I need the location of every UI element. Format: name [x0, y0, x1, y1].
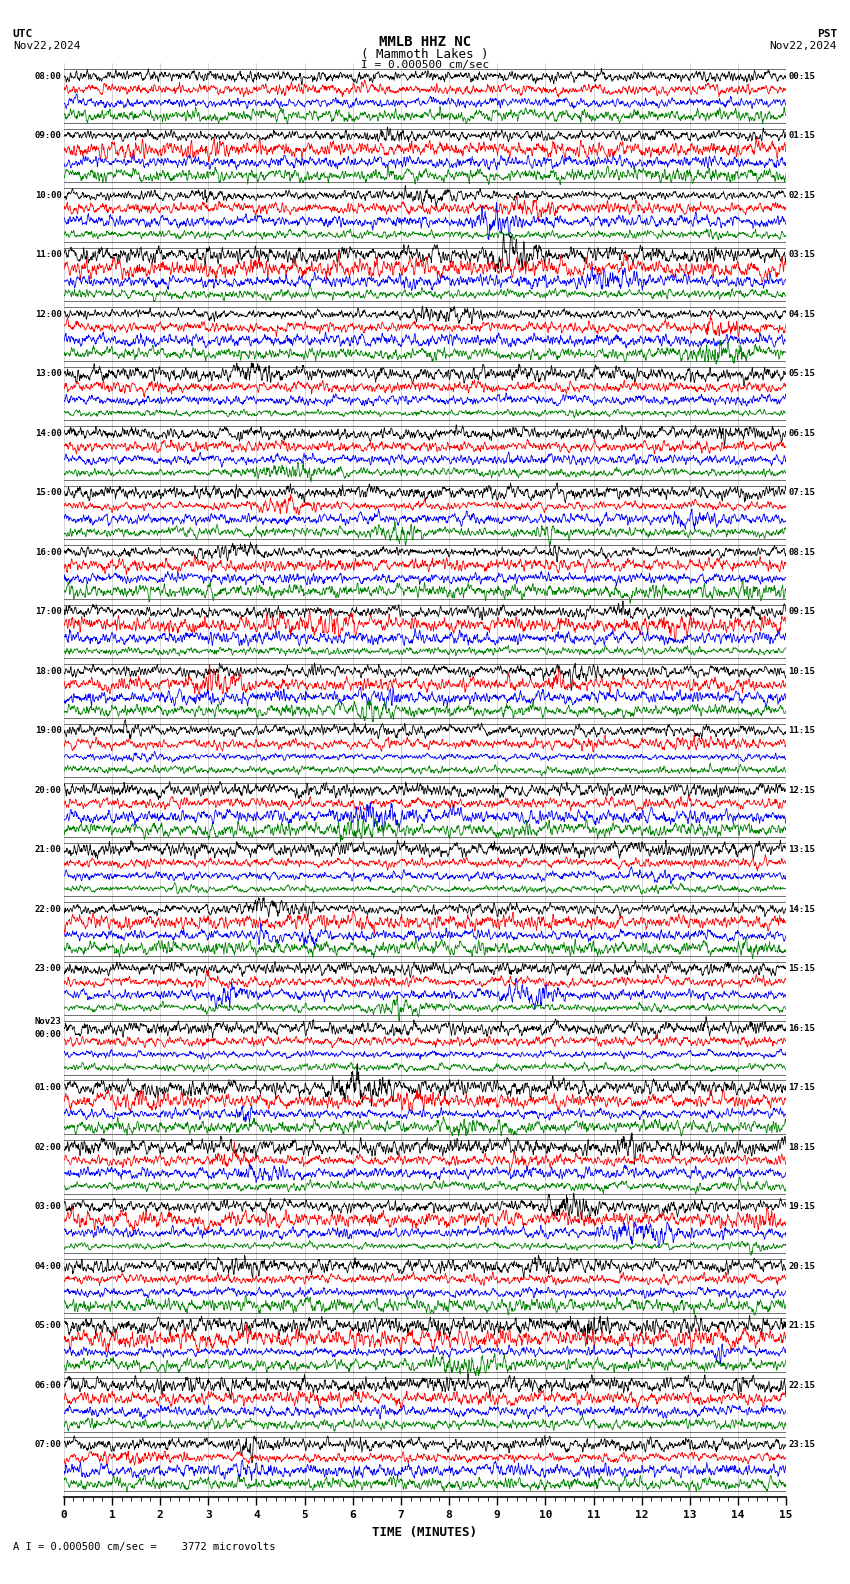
Text: UTC: UTC	[13, 29, 33, 38]
Text: 14:15: 14:15	[789, 904, 815, 914]
Text: 05:00: 05:00	[35, 1321, 61, 1331]
Text: PST: PST	[817, 29, 837, 38]
Text: 23:15: 23:15	[789, 1440, 815, 1449]
Text: 21:15: 21:15	[789, 1321, 815, 1331]
Text: MMLB HHZ NC: MMLB HHZ NC	[379, 35, 471, 49]
Text: 03:15: 03:15	[789, 250, 815, 260]
Text: 00:15: 00:15	[789, 71, 815, 81]
Text: ( Mammoth Lakes ): ( Mammoth Lakes )	[361, 48, 489, 60]
Text: 18:15: 18:15	[789, 1142, 815, 1152]
Text: 00:00: 00:00	[35, 1030, 61, 1039]
Text: 04:15: 04:15	[789, 310, 815, 318]
Text: 21:00: 21:00	[35, 846, 61, 854]
Text: I = 0.000500 cm/sec: I = 0.000500 cm/sec	[361, 60, 489, 70]
Text: 20:15: 20:15	[789, 1261, 815, 1270]
X-axis label: TIME (MINUTES): TIME (MINUTES)	[372, 1525, 478, 1538]
Text: 13:00: 13:00	[35, 369, 61, 379]
Text: 12:15: 12:15	[789, 786, 815, 795]
Text: 10:00: 10:00	[35, 192, 61, 200]
Text: 17:00: 17:00	[35, 607, 61, 616]
Text: 04:00: 04:00	[35, 1261, 61, 1270]
Text: 08:00: 08:00	[35, 71, 61, 81]
Text: 06:00: 06:00	[35, 1381, 61, 1389]
Text: 10:15: 10:15	[789, 667, 815, 676]
Text: 16:15: 16:15	[789, 1023, 815, 1033]
Text: 12:00: 12:00	[35, 310, 61, 318]
Text: Nov22,2024: Nov22,2024	[770, 41, 837, 51]
Text: 17:15: 17:15	[789, 1083, 815, 1093]
Text: 05:15: 05:15	[789, 369, 815, 379]
Text: 03:00: 03:00	[35, 1202, 61, 1212]
Text: A I = 0.000500 cm/sec =    3772 microvolts: A I = 0.000500 cm/sec = 3772 microvolts	[13, 1543, 275, 1552]
Text: 22:00: 22:00	[35, 904, 61, 914]
Text: 09:00: 09:00	[35, 131, 61, 141]
Text: 06:15: 06:15	[789, 429, 815, 437]
Text: 19:15: 19:15	[789, 1202, 815, 1212]
Text: 18:00: 18:00	[35, 667, 61, 676]
Text: 20:00: 20:00	[35, 786, 61, 795]
Text: Nov22,2024: Nov22,2024	[13, 41, 80, 51]
Text: 19:00: 19:00	[35, 727, 61, 735]
Text: 01:00: 01:00	[35, 1083, 61, 1093]
Text: 15:15: 15:15	[789, 965, 815, 973]
Text: 02:15: 02:15	[789, 192, 815, 200]
Text: 11:00: 11:00	[35, 250, 61, 260]
Text: 13:15: 13:15	[789, 846, 815, 854]
Text: 09:15: 09:15	[789, 607, 815, 616]
Text: 11:15: 11:15	[789, 727, 815, 735]
Text: 14:00: 14:00	[35, 429, 61, 437]
Text: Nov23: Nov23	[35, 1017, 61, 1026]
Text: 16:00: 16:00	[35, 548, 61, 558]
Text: 07:15: 07:15	[789, 488, 815, 497]
Text: 15:00: 15:00	[35, 488, 61, 497]
Text: 23:00: 23:00	[35, 965, 61, 973]
Text: 07:00: 07:00	[35, 1440, 61, 1449]
Text: 01:15: 01:15	[789, 131, 815, 141]
Text: 02:00: 02:00	[35, 1142, 61, 1152]
Text: 08:15: 08:15	[789, 548, 815, 558]
Text: 22:15: 22:15	[789, 1381, 815, 1389]
